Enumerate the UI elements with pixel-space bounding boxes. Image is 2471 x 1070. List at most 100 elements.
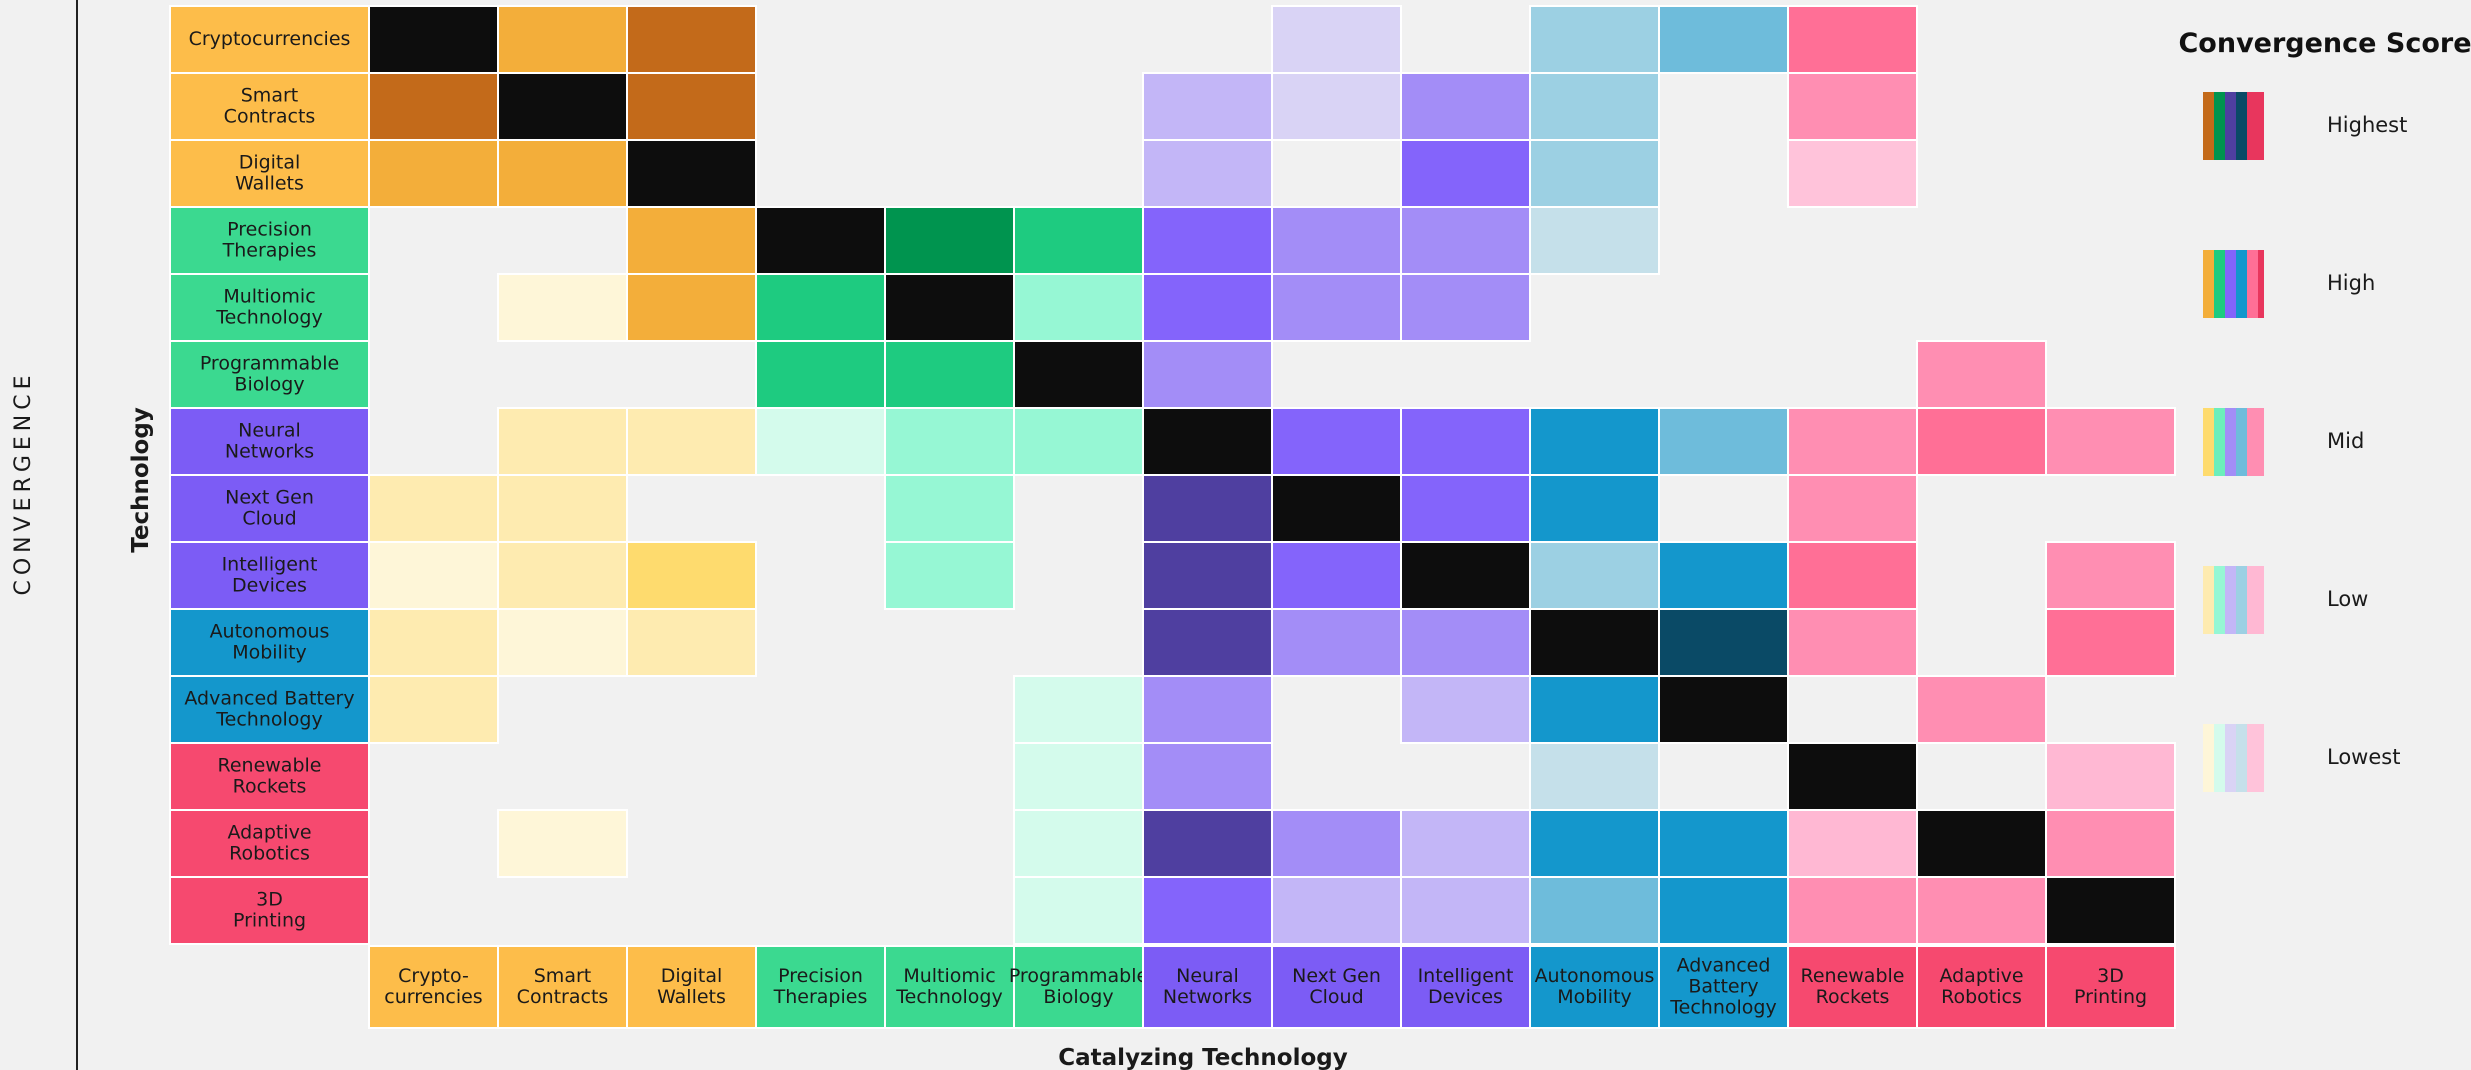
cell [2045,541,2176,610]
row-label-line: Cryptocurrencies [189,28,351,50]
cell [1529,742,1660,811]
cell [1529,474,1660,543]
column-label-line: Neural [1176,965,1239,987]
legend-level-label: Mid [2327,429,2364,453]
cell-self [368,5,499,74]
cell [1658,541,1789,610]
cell [1658,809,1789,878]
column-labels: Crypto-currencies Smart Contracts Digital Wa… [368,945,2176,1029]
row-label-line: Precision [227,219,312,241]
row-label: Advanced Battery Technology [184,688,354,731]
column-label: Adaptive Robotics [1939,965,2023,1008]
cell [1787,541,1918,610]
column-label-line: Technology [895,986,1002,1008]
cell [1787,5,1918,74]
cell [1658,876,1789,945]
cell [1529,5,1660,74]
cell-self [1400,541,1531,610]
row-label-line: Neural [238,420,301,442]
y-axis-title: Technology [128,407,154,553]
cell [1013,742,1144,811]
cell [626,608,757,677]
legend-swatch [2203,724,2214,792]
column-label: Advanced Battery Technology [1669,955,1776,1019]
row-label-box [169,809,370,878]
cell [626,273,757,342]
column-label-box [1787,945,1918,1029]
legend-level-label: Lowest [2327,745,2400,769]
column-label: Multiomic Technology [895,965,1002,1008]
cell [1271,273,1402,342]
cell [1142,340,1273,409]
cell [884,474,1015,543]
column-label-line: Autonomous [1535,965,1655,987]
cell [626,5,757,74]
column-label-box [1916,945,2047,1029]
cell [1529,675,1660,744]
column-label-line: Renewable [1801,965,1905,987]
cell [1916,340,2047,409]
row-label-line: Technology [215,307,322,329]
cell [2045,407,2176,476]
row-label: Renewable Rockets [218,755,322,798]
cell [626,72,757,141]
cell [1142,876,1273,945]
column-label-line: Networks [1163,986,1252,1008]
cell [2045,608,2176,677]
row-label-line: Intelligent [222,554,318,576]
cell [626,541,757,610]
column-label-line: Wallets [657,986,726,1008]
column-label-line: Technology [1669,997,1776,1019]
cell [1529,407,1660,476]
row-label: Adaptive Robotics [227,822,311,865]
row-label: Smart Contracts [224,85,316,128]
row-label-line: Mobility [232,642,307,664]
legend-swatch [2214,566,2225,634]
cell [1142,206,1273,275]
cell [626,407,757,476]
column-label-box [1142,945,1273,1029]
legend-swatch [2214,408,2225,476]
row-label-box [169,72,370,141]
row-label-line: Advanced Battery [184,688,354,710]
row-label: Programmable Biology [200,353,339,396]
row-label-line: Digital [239,152,301,174]
cell-self [1013,340,1144,409]
cell [497,608,628,677]
row-label-box [169,541,370,610]
legend-swatch [2247,566,2258,634]
row-label-line: Contracts [224,106,316,128]
row-label-box [169,273,370,342]
column-label: Digital Wallets [657,965,726,1008]
legend-level-label: Low [2327,587,2368,611]
cell [497,139,628,208]
row-label-line: Networks [225,441,314,463]
cell [1658,407,1789,476]
column-label-line: Printing [2074,986,2147,1008]
legend-swatch [2203,408,2214,476]
cell [1400,139,1531,208]
row-label: Multiomic Technology [215,286,322,329]
column-label-line: Battery [1688,976,1758,998]
row-label-line: Rockets [233,776,307,798]
cell [1658,608,1789,677]
cell-self [884,273,1015,342]
cell [1013,273,1144,342]
cell [1142,139,1273,208]
row-label-line: 3D [256,889,283,911]
row-label: Intelligent Devices [222,554,318,597]
cell [497,541,628,610]
row-label-line: Programmable [200,353,339,375]
legend-swatch [2258,724,2264,792]
row-label-box [169,876,370,945]
column-label-box [1400,945,1531,1029]
cell [1787,72,1918,141]
column-label-box [1529,945,1660,1029]
cell [884,206,1015,275]
legend-level-label: High [2327,271,2375,295]
cell-self [1142,407,1273,476]
column-label-line: Biology [1043,986,1113,1008]
cell [497,407,628,476]
cell [1013,206,1144,275]
